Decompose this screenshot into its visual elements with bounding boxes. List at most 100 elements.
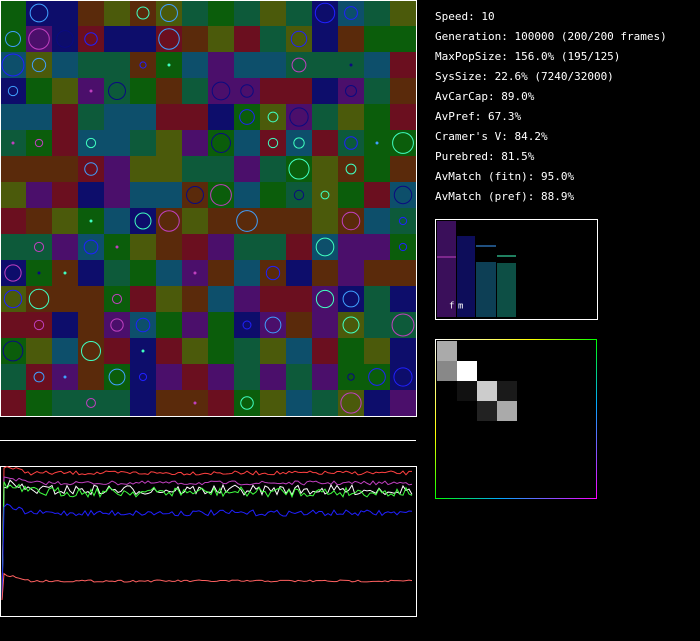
cell [338,130,364,156]
agent [265,265,281,281]
agent [315,237,335,257]
cell [286,78,312,104]
cell [338,338,364,364]
cell [130,208,156,234]
cell [390,338,416,364]
cell [208,182,234,208]
cell [390,390,416,416]
cell [78,52,104,78]
cell [156,260,182,286]
cell [182,338,208,364]
cell [52,182,78,208]
bar [457,236,475,317]
cell [78,260,104,286]
cell [156,104,182,130]
cell [182,130,208,156]
history-line [1,572,413,601]
cell [390,208,416,234]
cell [390,312,416,338]
cell [0,312,26,338]
cell [364,78,390,104]
agent [139,61,147,69]
cell [364,208,390,234]
cell [156,182,182,208]
cell [104,156,130,182]
cell [312,390,338,416]
agent [344,136,358,150]
cell [52,156,78,182]
cell [104,390,130,416]
cell [234,156,260,182]
cell [104,208,130,234]
cell [104,182,130,208]
cell [286,26,312,52]
cell [104,286,130,312]
bar [437,221,456,317]
cell [26,78,52,104]
agent [193,271,197,275]
cell [78,338,104,364]
cell [182,104,208,130]
heat-frame [435,339,597,499]
cell [156,78,182,104]
stat: Purebred: 81.5% [435,150,535,163]
agent [83,239,99,255]
cell [286,312,312,338]
cell [260,286,286,312]
cell [130,286,156,312]
bar [476,262,496,317]
cell [130,390,156,416]
agent [347,373,355,381]
cell [234,286,260,312]
cell [364,312,390,338]
agent [342,316,360,334]
stat: AvMatch (pref): 88.9% [435,190,574,203]
cell [26,312,52,338]
cell [130,26,156,52]
stat: AvPref: 67.3% [435,110,521,123]
agent [345,163,357,175]
history-line [1,466,413,601]
cell [78,156,104,182]
agent [2,340,24,362]
agent [33,319,45,331]
agent [211,133,231,153]
cell [52,104,78,130]
cell [234,52,260,78]
cell [208,364,234,390]
heat-panel [435,339,597,499]
cell [260,130,286,156]
agent [391,313,415,337]
bar [497,263,516,317]
cell [208,234,234,260]
cell [208,260,234,286]
cell [156,130,182,156]
agent [138,372,148,382]
cell [390,130,416,156]
cell [234,182,260,208]
cell [52,208,78,234]
stat: AvCarCap: 89.0% [435,90,535,103]
cell [104,130,130,156]
cell [338,78,364,104]
agent [345,85,357,97]
cell [104,260,130,286]
cell [78,364,104,390]
agent [85,137,97,149]
agent [186,186,204,204]
cell [26,208,52,234]
cell [390,52,416,78]
cell [234,78,260,104]
cell [234,234,260,260]
cell [208,130,234,156]
cell [260,312,286,338]
agent [29,3,49,23]
agent [89,89,93,93]
cell [104,52,130,78]
cell [130,156,156,182]
cell [364,52,390,78]
cell [182,312,208,338]
history-line [1,503,413,601]
cell [26,52,52,78]
